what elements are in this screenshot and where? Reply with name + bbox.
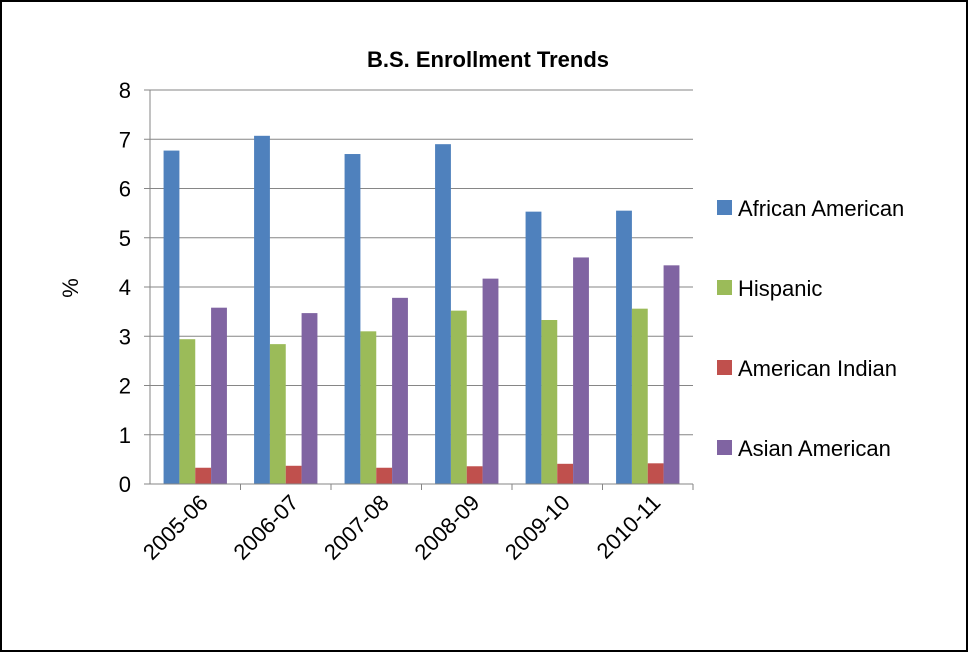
bars xyxy=(163,135,680,485)
bar xyxy=(285,465,302,484)
bar xyxy=(163,150,180,484)
bar xyxy=(344,154,361,484)
y-tick-label: 1 xyxy=(119,423,131,448)
legend-swatch xyxy=(717,360,732,375)
y-tick-label: 3 xyxy=(119,324,131,349)
y-tick-label: 8 xyxy=(119,78,131,103)
y-tick-label: 4 xyxy=(119,275,131,300)
bar xyxy=(179,339,196,484)
bar xyxy=(254,135,270,485)
y-tick-label: 0 xyxy=(119,472,131,497)
legend-label: American Indian xyxy=(738,356,897,381)
bar xyxy=(616,210,632,484)
chart-title: B.S. Enrollment Trends xyxy=(367,47,609,72)
y-axis-label: % xyxy=(58,278,83,298)
legend-swatch xyxy=(717,280,732,295)
gridlines xyxy=(150,89,693,436)
legend: African American Hispanic American Indian A… xyxy=(717,196,904,461)
y-tick-label: 5 xyxy=(119,226,131,251)
bar xyxy=(269,344,286,484)
y-tick-label: 2 xyxy=(119,374,131,399)
bar xyxy=(663,265,680,484)
bar xyxy=(541,319,558,484)
bar xyxy=(482,278,499,484)
y-tick-labels: 0 1 2 3 4 5 6 7 8 xyxy=(119,78,131,497)
y-tick-label: 6 xyxy=(119,177,131,202)
legend-label: African American xyxy=(738,196,904,221)
legend-label: Asian American xyxy=(738,436,891,461)
bar xyxy=(195,467,212,484)
bar xyxy=(392,297,408,484)
bar xyxy=(450,310,467,484)
bar xyxy=(525,211,542,484)
bar xyxy=(435,144,451,485)
y-tick-label: 7 xyxy=(119,127,131,152)
bar xyxy=(573,257,589,484)
bar xyxy=(376,467,393,484)
bar xyxy=(211,307,227,484)
axes xyxy=(144,89,694,490)
bar xyxy=(557,463,574,484)
bar xyxy=(301,313,318,484)
bar xyxy=(631,308,648,484)
legend-swatch xyxy=(717,440,732,455)
legend-swatch xyxy=(717,200,732,215)
bar xyxy=(647,463,664,484)
bar xyxy=(466,466,483,484)
legend-label: Hispanic xyxy=(738,276,822,301)
bar xyxy=(360,331,377,484)
